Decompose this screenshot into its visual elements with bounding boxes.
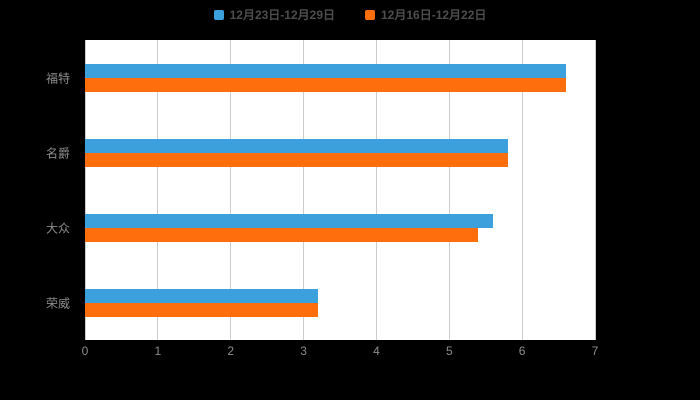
bar-week1-2[interactable] <box>85 227 479 242</box>
legend-item-week2[interactable]: 12月23日-12月29日 <box>213 6 335 23</box>
x-tick-label-5: 5 <box>445 344 453 358</box>
bar-week2-0[interactable] <box>85 63 566 78</box>
gridline-x-7 <box>594 40 596 340</box>
gridline-x-6 <box>521 40 523 340</box>
gridline-x-5 <box>448 40 450 340</box>
x-tick-label-7: 7 <box>591 344 599 358</box>
gridline-x-2 <box>230 40 232 340</box>
legend-marker-blue-icon <box>213 9 224 20</box>
legend-label-week2: 12月23日-12月29日 <box>229 8 335 22</box>
y-axis-labels: 福特 名爵 大众 荣威 <box>0 40 78 340</box>
chart-legend: 12月23日-12月29日 12月16日-12月22日 <box>0 6 700 23</box>
bar-week1-3[interactable] <box>85 302 319 317</box>
y-tick-label-3: 荣威 <box>45 296 70 310</box>
gridline-x-4 <box>375 40 377 340</box>
x-tick-label-6: 6 <box>518 344 526 358</box>
plot-area <box>84 40 596 340</box>
bar-week2-2[interactable] <box>85 213 493 228</box>
legend-label-week1: 12月16日-12月22日 <box>381 8 487 22</box>
x-tick-label-0: 0 <box>81 344 89 358</box>
x-tick-label-3: 3 <box>300 344 307 358</box>
bar-week2-3[interactable] <box>85 288 319 303</box>
x-tick-label-4: 4 <box>373 344 380 358</box>
x-tick-label-1: 1 <box>154 344 162 358</box>
gridline-x-3 <box>303 40 305 340</box>
legend-item-week1[interactable]: 12月16日-12月22日 <box>365 6 486 23</box>
y-tick-label-1: 名爵 <box>45 146 70 160</box>
y-tick-label-0: 福特 <box>45 71 70 85</box>
x-tick-label-2: 2 <box>227 344 235 358</box>
x-axis-labels: 0 1 2 3 4 5 6 7 <box>81 344 599 360</box>
gridline-x-1 <box>157 40 159 340</box>
legend-marker-orange-icon <box>365 9 375 20</box>
bar-week1-0[interactable] <box>85 77 566 92</box>
bar-week1-1[interactable] <box>85 152 508 167</box>
bar-week2-1[interactable] <box>85 138 508 153</box>
gridline-x-0 <box>84 40 86 340</box>
y-tick-label-2: 大众 <box>45 221 70 235</box>
